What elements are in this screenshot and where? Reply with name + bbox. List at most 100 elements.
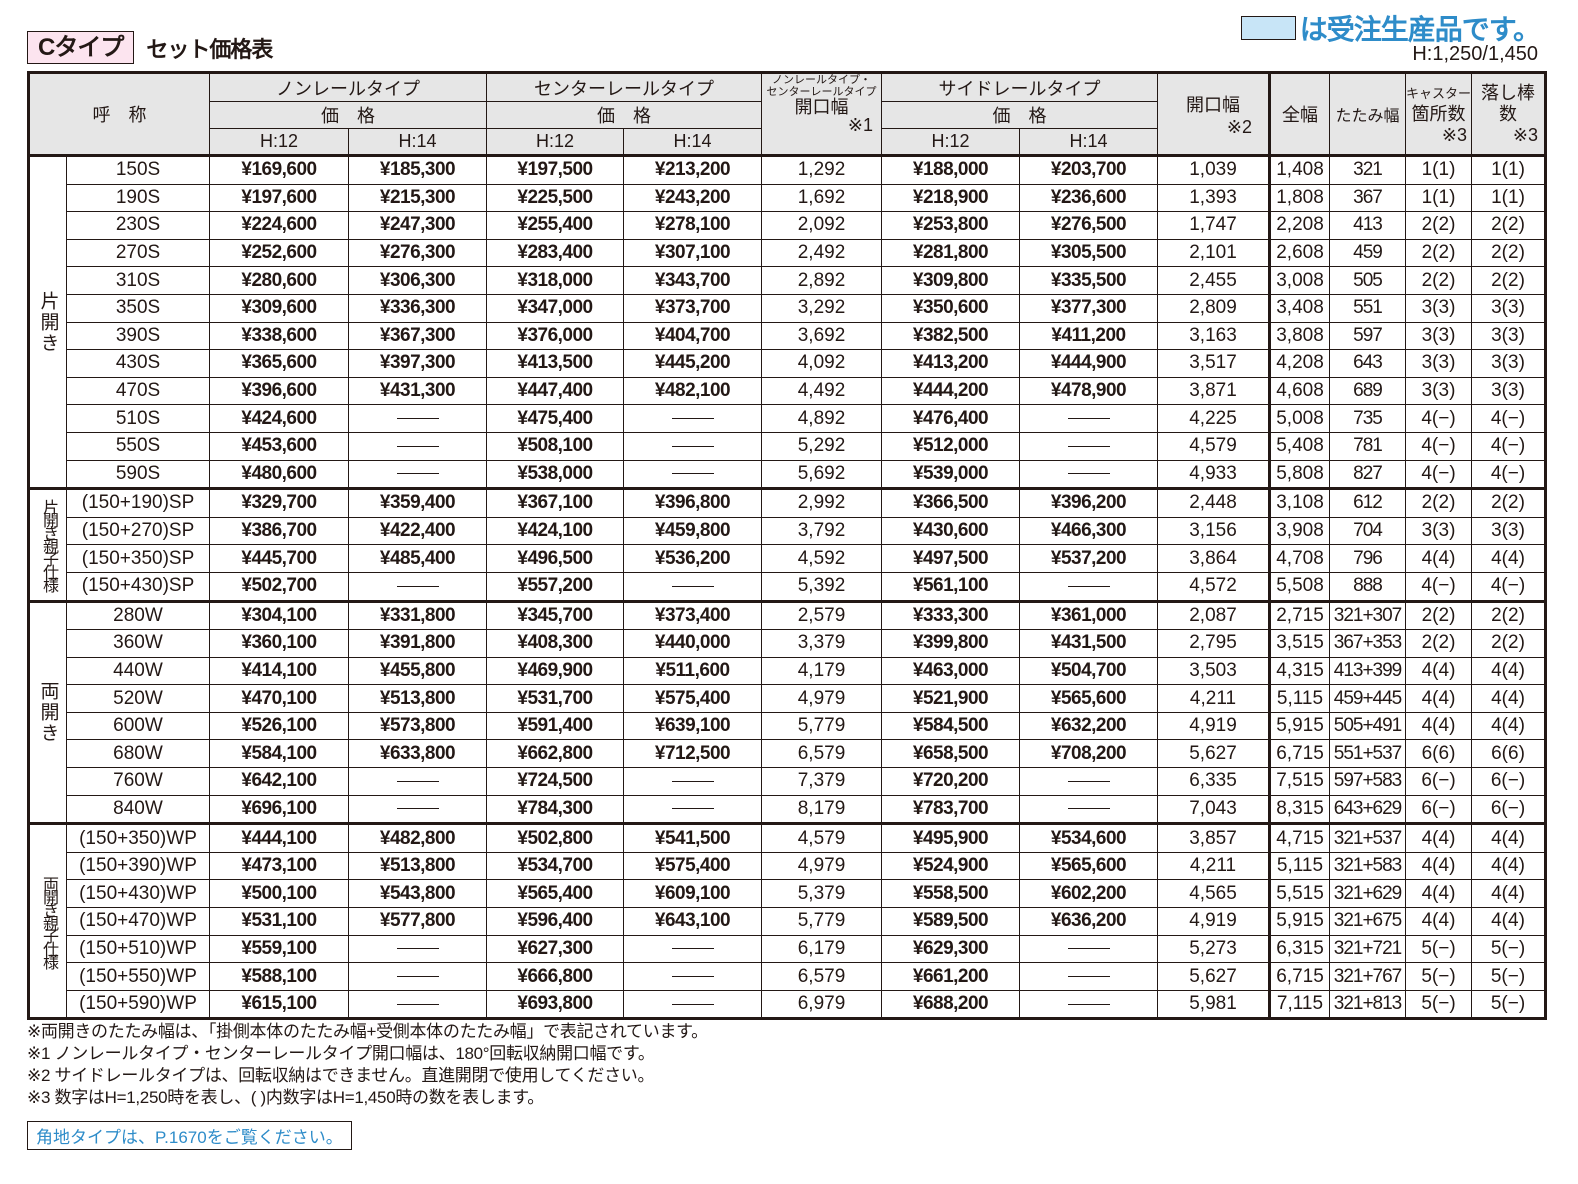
value-cell: 1(1) [1471, 183, 1547, 213]
value-cell: 5,915 [1268, 711, 1330, 741]
value-cell: 4,208 [1268, 349, 1330, 378]
value-cell: 8,315 [1268, 794, 1330, 825]
value-cell: 321+675 [1329, 907, 1406, 936]
value-cell: 459+445 [1329, 684, 1406, 713]
value-cell: 2(2) [1471, 266, 1547, 295]
price-cell: ¥367,100 [486, 487, 624, 518]
value-cell: 2(2) [1404, 487, 1473, 518]
price-cell: ¥377,300 [1019, 293, 1158, 323]
price-cell: ¥565,600 [1019, 684, 1158, 713]
dash-icon [671, 418, 714, 420]
col-center-h14: H:14 [623, 128, 762, 157]
value-cell: 2,715 [1268, 599, 1330, 631]
table-row: 片開き 150S ¥169,600 ¥185,300 ¥197,500 ¥213,200 1… [28, 154, 1547, 490]
value-cell: 5(−) [1471, 962, 1547, 991]
value-cell: 3(3) [1404, 376, 1473, 406]
value-cell: 735 [1329, 404, 1406, 433]
value-cell: 4,592 [761, 544, 882, 573]
value-cell: 8,179 [761, 794, 882, 825]
value-cell: 3(3) [1471, 516, 1547, 546]
price-cell: ¥632,200 [1019, 711, 1158, 741]
price-cell: ¥399,800 [881, 629, 1020, 658]
corner-type-reference-link[interactable]: 角地タイプは、P.1670をご覧ください。 [27, 1121, 352, 1150]
col-center-price: 価 格 [486, 101, 762, 129]
dash-icon [1067, 948, 1110, 950]
model-name: (150+550)WP [66, 962, 210, 991]
model-name: 150S [66, 155, 210, 185]
price-cell: ¥573,800 [348, 711, 487, 741]
price-cell: ¥345,700 [486, 599, 624, 631]
price-cell: ¥445,700 [209, 544, 349, 573]
dash-icon [1067, 976, 1110, 977]
price-cell: ¥497,500 [881, 544, 1020, 573]
value-cell: 3,379 [761, 629, 882, 658]
table-row: 片開き親子仕様 (150+190)SP ¥329,700 ¥359,400 ¥367,1… [28, 487, 1547, 602]
value-cell: 4,579 [761, 822, 882, 853]
price-cell: ¥329,700 [209, 487, 349, 518]
table-row: 190S ¥197,600 ¥215,300 ¥225,500 ¥243,200 1,69… [29, 183, 1547, 213]
model-name: 360W [66, 629, 210, 658]
price-cell: ¥360,100 [209, 629, 349, 658]
value-cell: 3,864 [1157, 544, 1270, 573]
value-cell: 4(4) [1471, 684, 1547, 713]
value-cell: 2,087 [1157, 599, 1270, 631]
value-cell: 4,092 [761, 349, 882, 378]
price-cell: ¥783,700 [881, 794, 1020, 825]
dash-icon [671, 948, 714, 950]
price-cell: ¥225,500 [486, 183, 624, 213]
price-cell: ¥404,700 [623, 321, 762, 351]
dash-icon [396, 808, 439, 810]
value-cell: 4(4) [1404, 544, 1473, 573]
value-cell: 3,156 [1157, 516, 1270, 546]
value-cell: 2(2) [1471, 238, 1547, 268]
model-name: (150+590)WP [66, 989, 210, 1020]
dash-icon [1067, 473, 1110, 475]
price-cell: ¥397,300 [348, 349, 487, 378]
model-name: 280W [66, 599, 210, 631]
price-cell: ¥278,100 [623, 211, 762, 240]
price-cell: ¥561,100 [881, 571, 1020, 602]
value-cell: 781 [1329, 431, 1406, 461]
value-cell: 5,379 [761, 879, 882, 909]
value-cell: 2,892 [761, 266, 882, 295]
value-cell: 2,795 [1157, 629, 1270, 658]
value-cell: 413 [1329, 211, 1406, 240]
table-row: 840W ¥696,100 ¥784,300 8,179 ¥783,700 7,043 8,… [29, 794, 1547, 825]
value-cell: 4(−) [1471, 459, 1547, 490]
page-title: Cタイプ セット価格表 [27, 31, 273, 64]
value-cell: 3(3) [1471, 376, 1547, 406]
value-cell: 3,163 [1157, 321, 1270, 351]
price-cell: ¥539,000 [881, 459, 1020, 490]
value-cell: 3(3) [1404, 516, 1473, 546]
dash-icon [1067, 780, 1110, 782]
price-cell: ¥476,400 [881, 404, 1020, 433]
table-row: 両開き 280W ¥304,100 ¥331,800 ¥345,700 ¥373,400 2… [28, 599, 1547, 825]
table-row: 550S ¥453,600 ¥508,100 5,292 ¥512,000 4,579 5,… [29, 431, 1547, 461]
price-cell: ¥366,500 [881, 487, 1020, 518]
value-cell: 2(2) [1404, 599, 1473, 631]
dash-icon [671, 473, 714, 475]
value-cell: 5(−) [1404, 989, 1473, 1020]
price-cell: ¥444,900 [1019, 349, 1158, 378]
price-cell: ¥502,800 [486, 822, 624, 853]
value-cell: 6,579 [761, 962, 882, 991]
model-name: (150+430)WP [66, 879, 210, 909]
value-cell: 6,179 [761, 934, 882, 964]
price-cell: ¥365,600 [209, 349, 349, 378]
price-cell: ¥512,000 [881, 431, 1020, 461]
table-row: 230S ¥224,600 ¥247,300 ¥255,400 ¥278,100 2,09… [29, 211, 1547, 240]
value-cell: 321+629 [1329, 879, 1406, 909]
price-cell: ¥424,100 [486, 516, 624, 546]
value-cell: 4,179 [761, 656, 882, 686]
model-name: (150+510)WP [66, 934, 210, 964]
price-cell: ¥693,800 [486, 989, 624, 1020]
value-cell: 3(3) [1471, 349, 1547, 378]
price-cell: ¥584,500 [881, 711, 1020, 741]
model-name: 230S [66, 211, 210, 240]
value-cell: 321+307 [1329, 599, 1406, 631]
table-row: (150+430)SP ¥502,700 ¥557,200 5,392 ¥561,100… [29, 571, 1547, 602]
dash-icon [1067, 445, 1110, 447]
price-cell: ¥513,800 [348, 851, 487, 881]
unavailable-cell [348, 571, 487, 602]
dash-icon [671, 808, 714, 810]
